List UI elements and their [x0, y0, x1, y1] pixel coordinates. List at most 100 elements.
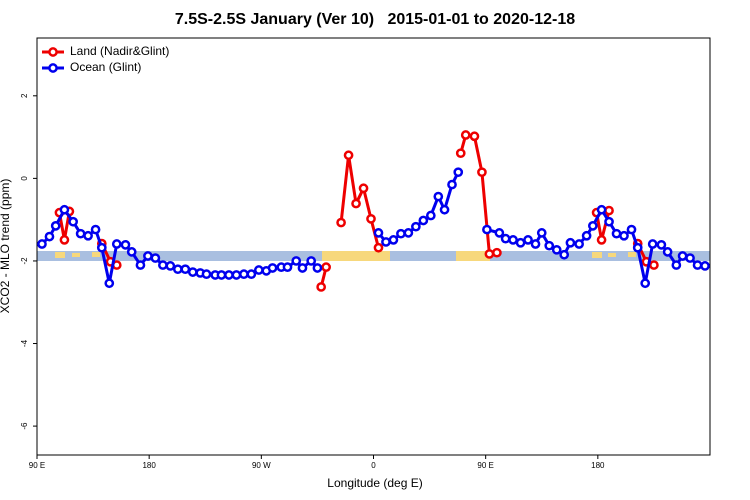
data-point [515, 237, 526, 248]
data-point [316, 282, 327, 292]
island-strip [55, 252, 65, 258]
data-point [50, 221, 61, 231]
data-point [366, 213, 376, 224]
data-point [388, 235, 399, 245]
data-point [267, 263, 278, 273]
data-point [574, 239, 584, 249]
data-point [373, 242, 384, 253]
data-point [231, 270, 242, 280]
land-strip [322, 251, 390, 261]
data-point [411, 221, 421, 232]
data-point [425, 210, 436, 221]
data-point [135, 260, 146, 270]
island-strip [608, 253, 616, 257]
data-point [469, 131, 480, 142]
data-point [291, 256, 302, 266]
data-point [484, 249, 495, 259]
island-strip [592, 252, 602, 258]
data-point [120, 239, 131, 250]
legend-marker [48, 47, 58, 57]
data-point [297, 263, 308, 273]
x-tick-label: 180 [142, 461, 156, 470]
data-point [433, 191, 444, 202]
data-point [201, 269, 212, 280]
data-point [321, 262, 331, 272]
data-point [343, 150, 354, 161]
data-point [306, 256, 317, 266]
data-point [83, 230, 93, 241]
y-tick-label: -2 [20, 257, 29, 265]
data-point [253, 265, 264, 275]
plot-frame [36, 37, 711, 456]
legend-label: Ocean (Glint) [70, 60, 141, 74]
data-point [581, 230, 592, 241]
x-tick-label: 180 [591, 461, 605, 470]
data-point [44, 231, 55, 242]
x-axis-label: Longitude (deg E) [327, 476, 422, 490]
x-tick-label: 90 W [252, 461, 271, 470]
data-point [482, 224, 492, 235]
data-point [165, 261, 176, 271]
land-ocean-strip [37, 251, 710, 261]
data-point [59, 204, 70, 215]
data-point [396, 228, 406, 239]
data-point [662, 247, 673, 257]
data-point [150, 253, 161, 263]
data-point [523, 235, 533, 245]
data-point [239, 269, 249, 280]
data-point [587, 221, 598, 231]
data-point [640, 278, 651, 289]
data-point [649, 260, 659, 270]
data-point [187, 267, 198, 277]
data-point [381, 237, 391, 247]
x-tick-label: 0 [371, 461, 376, 470]
data-point [312, 263, 323, 273]
data-point [619, 230, 629, 241]
data-point [632, 242, 643, 253]
data-point [59, 235, 70, 245]
legend-label: Land (Nadir&Glint) [70, 44, 169, 58]
data-point [492, 247, 502, 258]
data-point [180, 264, 191, 275]
y-tick-label: -6 [20, 422, 29, 430]
data-point [37, 239, 47, 249]
data-point [596, 204, 607, 215]
data-point [224, 270, 234, 280]
data-point [656, 239, 667, 250]
data-point [530, 239, 541, 249]
y-tick-label: 0 [20, 176, 29, 181]
data-point [508, 235, 518, 245]
data-point [358, 183, 369, 194]
data-point [455, 148, 466, 159]
data-point [477, 167, 487, 178]
data-point [418, 215, 429, 226]
data-point [96, 242, 107, 253]
data-point [677, 251, 688, 261]
data-point [126, 247, 137, 257]
data-point [351, 198, 361, 209]
data-point [500, 233, 511, 244]
data-point [143, 251, 153, 261]
data-point [536, 228, 547, 238]
data-point [439, 204, 450, 215]
y-tick-label: 2 [20, 93, 29, 98]
data-point [336, 217, 346, 228]
data-point [604, 205, 614, 216]
data-point [216, 270, 227, 280]
data-point [671, 260, 682, 270]
data-point [172, 264, 183, 275]
data-point [75, 228, 86, 239]
data-point [544, 240, 555, 251]
data-point [158, 260, 168, 270]
y-axis-label: XCO2 - MLO trend (ppm) [0, 179, 12, 314]
data-point [611, 228, 622, 239]
data-point [68, 216, 78, 227]
data-point [373, 228, 384, 238]
data-point [90, 224, 101, 235]
land-strip [456, 251, 490, 261]
island-strip [92, 252, 100, 257]
data-point [565, 237, 576, 248]
legend-marker [48, 63, 58, 73]
island-strip [72, 253, 80, 257]
